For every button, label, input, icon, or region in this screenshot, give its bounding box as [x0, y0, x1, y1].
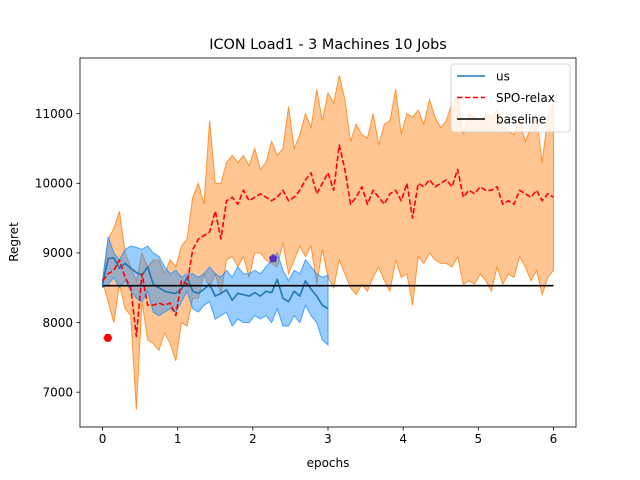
- chart-title: ICON Load1 - 3 Machines 10 Jobs: [209, 37, 447, 53]
- band-SPO-relax: [102, 75, 554, 410]
- x-tick-label-2: 2: [249, 432, 257, 446]
- confidence-bands: [102, 75, 554, 410]
- y-axis-ticks: 7000 8000 9000 10000 11000: [35, 107, 80, 399]
- legend: us SPO-relax baseline: [450, 63, 571, 133]
- legend-label-us: us: [496, 69, 510, 83]
- legend-label-baseline: baseline: [496, 112, 546, 126]
- x-axis-ticks: 0 1 2 3 4 5 6: [99, 427, 558, 446]
- x-axis-label: epochs: [307, 456, 350, 470]
- marker-0: [103, 334, 113, 342]
- x-tick-label-5: 5: [474, 432, 482, 446]
- x-tick-label-0: 0: [99, 432, 107, 446]
- y-tick-label-10000: 10000: [35, 177, 73, 191]
- line-SPO-relax: [101, 144, 554, 338]
- y-axis-label: Regret: [7, 222, 21, 262]
- x-tick-label-3: 3: [324, 432, 332, 446]
- marker-1: [268, 254, 278, 263]
- legend-box: [450, 63, 571, 133]
- x-tick-label-6: 6: [550, 432, 558, 446]
- x-tick-label-1: 1: [174, 432, 182, 446]
- y-tick-label-9000: 9000: [42, 246, 73, 260]
- point-markers: [103, 254, 278, 342]
- y-tick-label-11000: 11000: [35, 107, 73, 121]
- series-lines: [101, 144, 554, 338]
- legend-label-SPO-relax: SPO-relax: [496, 91, 555, 105]
- y-tick-label-8000: 8000: [42, 316, 73, 330]
- line-us: [101, 257, 329, 310]
- y-tick-label-7000: 7000: [42, 385, 73, 399]
- x-tick-label-4: 4: [399, 432, 407, 446]
